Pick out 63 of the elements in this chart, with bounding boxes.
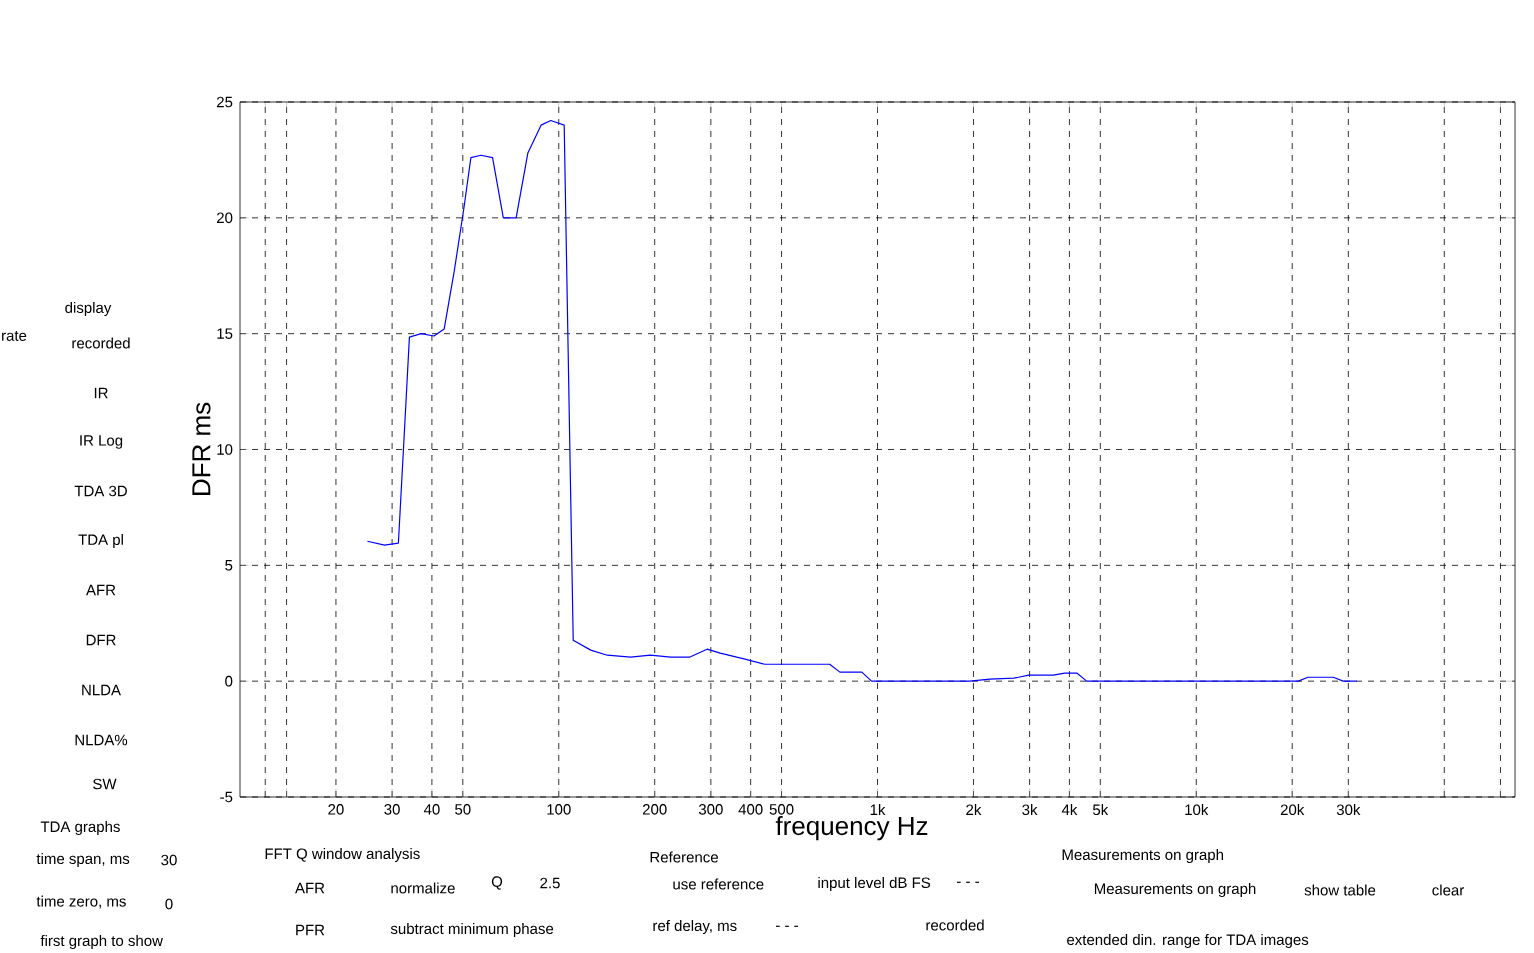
- text: Q: [491, 876, 503, 890]
- text: Reference: [650, 851, 718, 863]
- x-tick-label: 20k: [1280, 804, 1305, 816]
- text: FFT Q window analysis: [265, 848, 420, 862]
- text: SW: [93, 778, 117, 790]
- x-tick-label: 40: [423, 804, 440, 815]
- text: time span, ms: [36, 853, 130, 867]
- y-tick-label: 20: [217, 212, 233, 224]
- text: IR Log: [80, 435, 123, 449]
- x-tick-label: 20: [328, 804, 344, 815]
- x-tick-label: 1k: [870, 804, 886, 815]
- text: PFR: [296, 924, 325, 936]
- text: rate: [2, 331, 27, 341]
- text: TDA 3D: [74, 485, 127, 497]
- text: display: [65, 302, 112, 316]
- text: NLDA: [82, 684, 121, 696]
- text: IR: [94, 387, 108, 399]
- text: 0: [165, 898, 173, 910]
- y-tick-label: 10: [217, 444, 233, 455]
- x-tick-label: 2k: [966, 804, 982, 815]
- text: normalize: [391, 882, 455, 894]
- y-tick-label: 15: [217, 328, 233, 339]
- y-tick-label: 25: [217, 96, 233, 108]
- text: first graph to show: [40, 935, 163, 949]
- text: time zero, ms: [36, 895, 126, 909]
- x-tick-label: 30: [384, 804, 400, 815]
- x-tick-label: 300: [698, 804, 723, 815]
- x-tick-label: 200: [642, 804, 667, 815]
- x-tick-label: 10k: [1185, 804, 1209, 816]
- x-tick-label: 30k: [1336, 804, 1361, 816]
- text: AFR: [295, 882, 325, 894]
- x-tick-label: 100: [547, 804, 571, 815]
- text: subtract minimum phase: [390, 923, 554, 937]
- text: ref delay, ms: [653, 920, 737, 934]
- text: clear: [1432, 884, 1465, 896]
- text: extended din. range for TDA images: [1067, 934, 1309, 948]
- text: AFR: [86, 584, 116, 596]
- y-axis-title: DFR ms: [192, 402, 211, 496]
- text: DFR: [86, 634, 116, 646]
- x-tick-label: 4k: [1061, 804, 1078, 815]
- text: show table: [1304, 884, 1376, 896]
- text: Measurements on graph: [1062, 849, 1223, 863]
- text: input level dB FS: [818, 877, 931, 891]
- text: - - -: [776, 925, 798, 927]
- x-tick-label: 400: [738, 804, 763, 815]
- x-tick-label: 500: [769, 804, 794, 815]
- y-tick-label: -5: [220, 791, 233, 803]
- text: recorded: [72, 337, 130, 349]
- text: Measurements on graph: [1094, 883, 1256, 897]
- text: 30: [161, 854, 177, 866]
- text: use reference: [673, 878, 764, 890]
- x-axis-title: frequency Hz: [775, 816, 928, 841]
- y-tick-label: 5: [225, 560, 233, 571]
- x-tick-label: 3k: [1022, 804, 1038, 816]
- text: TDA pl: [78, 534, 123, 548]
- y-tick-label: 0: [225, 675, 233, 687]
- x-tick-label: 5k: [1092, 804, 1109, 816]
- text: TDA graphs: [40, 821, 120, 835]
- text: 2.5: [540, 877, 560, 889]
- text: - - -: [957, 881, 979, 883]
- x-tick-label: 50: [455, 804, 471, 815]
- text: recorded: [926, 919, 984, 931]
- text: NLDA%: [75, 734, 128, 746]
